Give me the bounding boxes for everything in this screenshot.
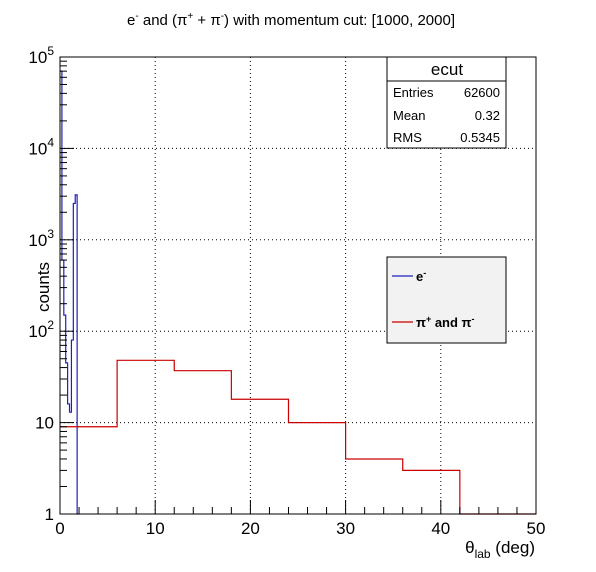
histogram-series-0 bbox=[60, 70, 80, 515]
stats-rms-value: 0.5345 bbox=[460, 130, 500, 145]
y-tick-label: 105 bbox=[28, 44, 54, 67]
stats-box-name: ecut bbox=[431, 60, 463, 79]
x-tick-label: 50 bbox=[527, 519, 546, 538]
title-sup-3: - bbox=[221, 11, 224, 22]
legend-pion-sup2: - bbox=[472, 314, 475, 324]
y-tick-base: 10 bbox=[28, 322, 47, 341]
x-axis-label-unit: (deg) bbox=[491, 538, 535, 557]
title-part-mid1: and (π bbox=[139, 12, 188, 29]
legend-pion-sup1: + bbox=[426, 314, 431, 324]
y-tick-exponent: 3 bbox=[47, 227, 54, 241]
y-tick-exponent: 5 bbox=[47, 44, 54, 58]
x-tick-labels: 0 10 20 30 40 50 bbox=[55, 519, 545, 538]
y-tick-label: 102 bbox=[28, 318, 54, 341]
stats-box: ecut Entries 62600 Mean 0.32 RMS 0.5345 bbox=[386, 56, 507, 149]
legend-pion-base: π bbox=[416, 315, 426, 330]
stats-mean-label: Mean bbox=[393, 108, 426, 123]
histogram-series-1 bbox=[60, 359, 536, 515]
y-tick-exponent: 4 bbox=[47, 135, 54, 149]
x-tick-label: 40 bbox=[431, 519, 450, 538]
y-tick-label: 1 bbox=[45, 505, 54, 524]
legend-label-pion: π+ and π- bbox=[416, 314, 475, 330]
x-tick-label: 10 bbox=[146, 519, 165, 538]
title-part-mid2: + π bbox=[193, 12, 220, 29]
x-tick-label: 30 bbox=[336, 519, 355, 538]
histogram-series bbox=[60, 70, 536, 515]
y-tick-base: 10 bbox=[28, 48, 47, 67]
legend-electron-sup: - bbox=[423, 268, 426, 278]
x-tick-label: 20 bbox=[241, 519, 260, 538]
legend-electron-base: e bbox=[416, 269, 423, 284]
title-sup-1: - bbox=[135, 11, 138, 22]
stats-entries-label: Entries bbox=[393, 85, 434, 100]
y-tick-label: 10 bbox=[35, 414, 54, 433]
legend-label-electron: e- bbox=[416, 268, 426, 284]
stats-rms-label: RMS bbox=[393, 130, 422, 145]
stats-box-frame bbox=[386, 56, 507, 149]
y-tick-label: 104 bbox=[28, 135, 54, 158]
x-axis-label-sub: lab bbox=[475, 547, 491, 561]
x-axis-label: θlab (deg) bbox=[465, 538, 535, 561]
title-part-pre: e bbox=[127, 12, 135, 29]
title-sup-2: + bbox=[187, 11, 193, 22]
x-axis-label-main: θ bbox=[465, 538, 474, 557]
title-part-post: ) with momentum cut: [1000, 2000] bbox=[224, 12, 455, 29]
legend: e- π+ and π- bbox=[386, 256, 507, 344]
legend-pion-rest: and π bbox=[431, 315, 471, 330]
y-axis-label: counts bbox=[34, 262, 53, 312]
axis-ticks bbox=[59, 56, 537, 515]
y-tick-exponent: 2 bbox=[47, 318, 54, 332]
stats-mean-value: 0.32 bbox=[475, 108, 500, 123]
plot-frame bbox=[59, 56, 537, 515]
chart-title: e- and (π+ + π-) with momentum cut: [100… bbox=[127, 11, 455, 29]
stats-entries-value: 62600 bbox=[464, 85, 500, 100]
y-tick-label: 103 bbox=[28, 227, 54, 250]
legend-frame bbox=[386, 256, 507, 344]
x-tick-label: 0 bbox=[55, 519, 64, 538]
y-tick-base: 10 bbox=[28, 139, 47, 158]
y-tick-base: 10 bbox=[28, 231, 47, 250]
